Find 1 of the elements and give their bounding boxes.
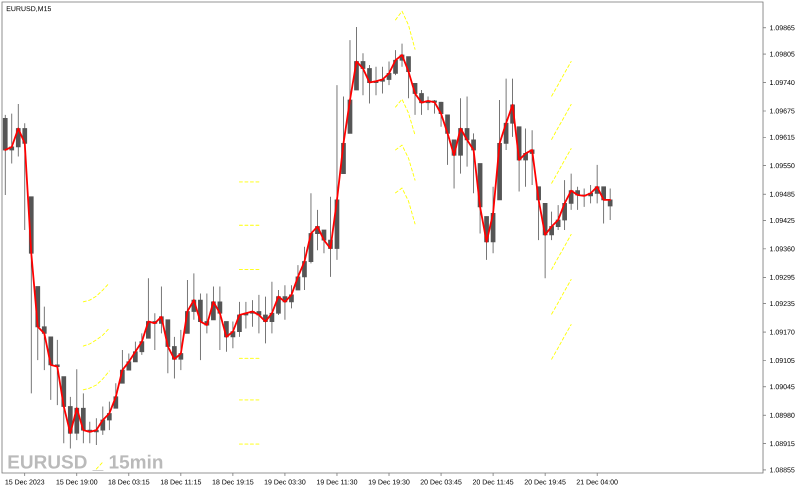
annotation: EURUSD _ 15min bbox=[8, 454, 162, 471]
